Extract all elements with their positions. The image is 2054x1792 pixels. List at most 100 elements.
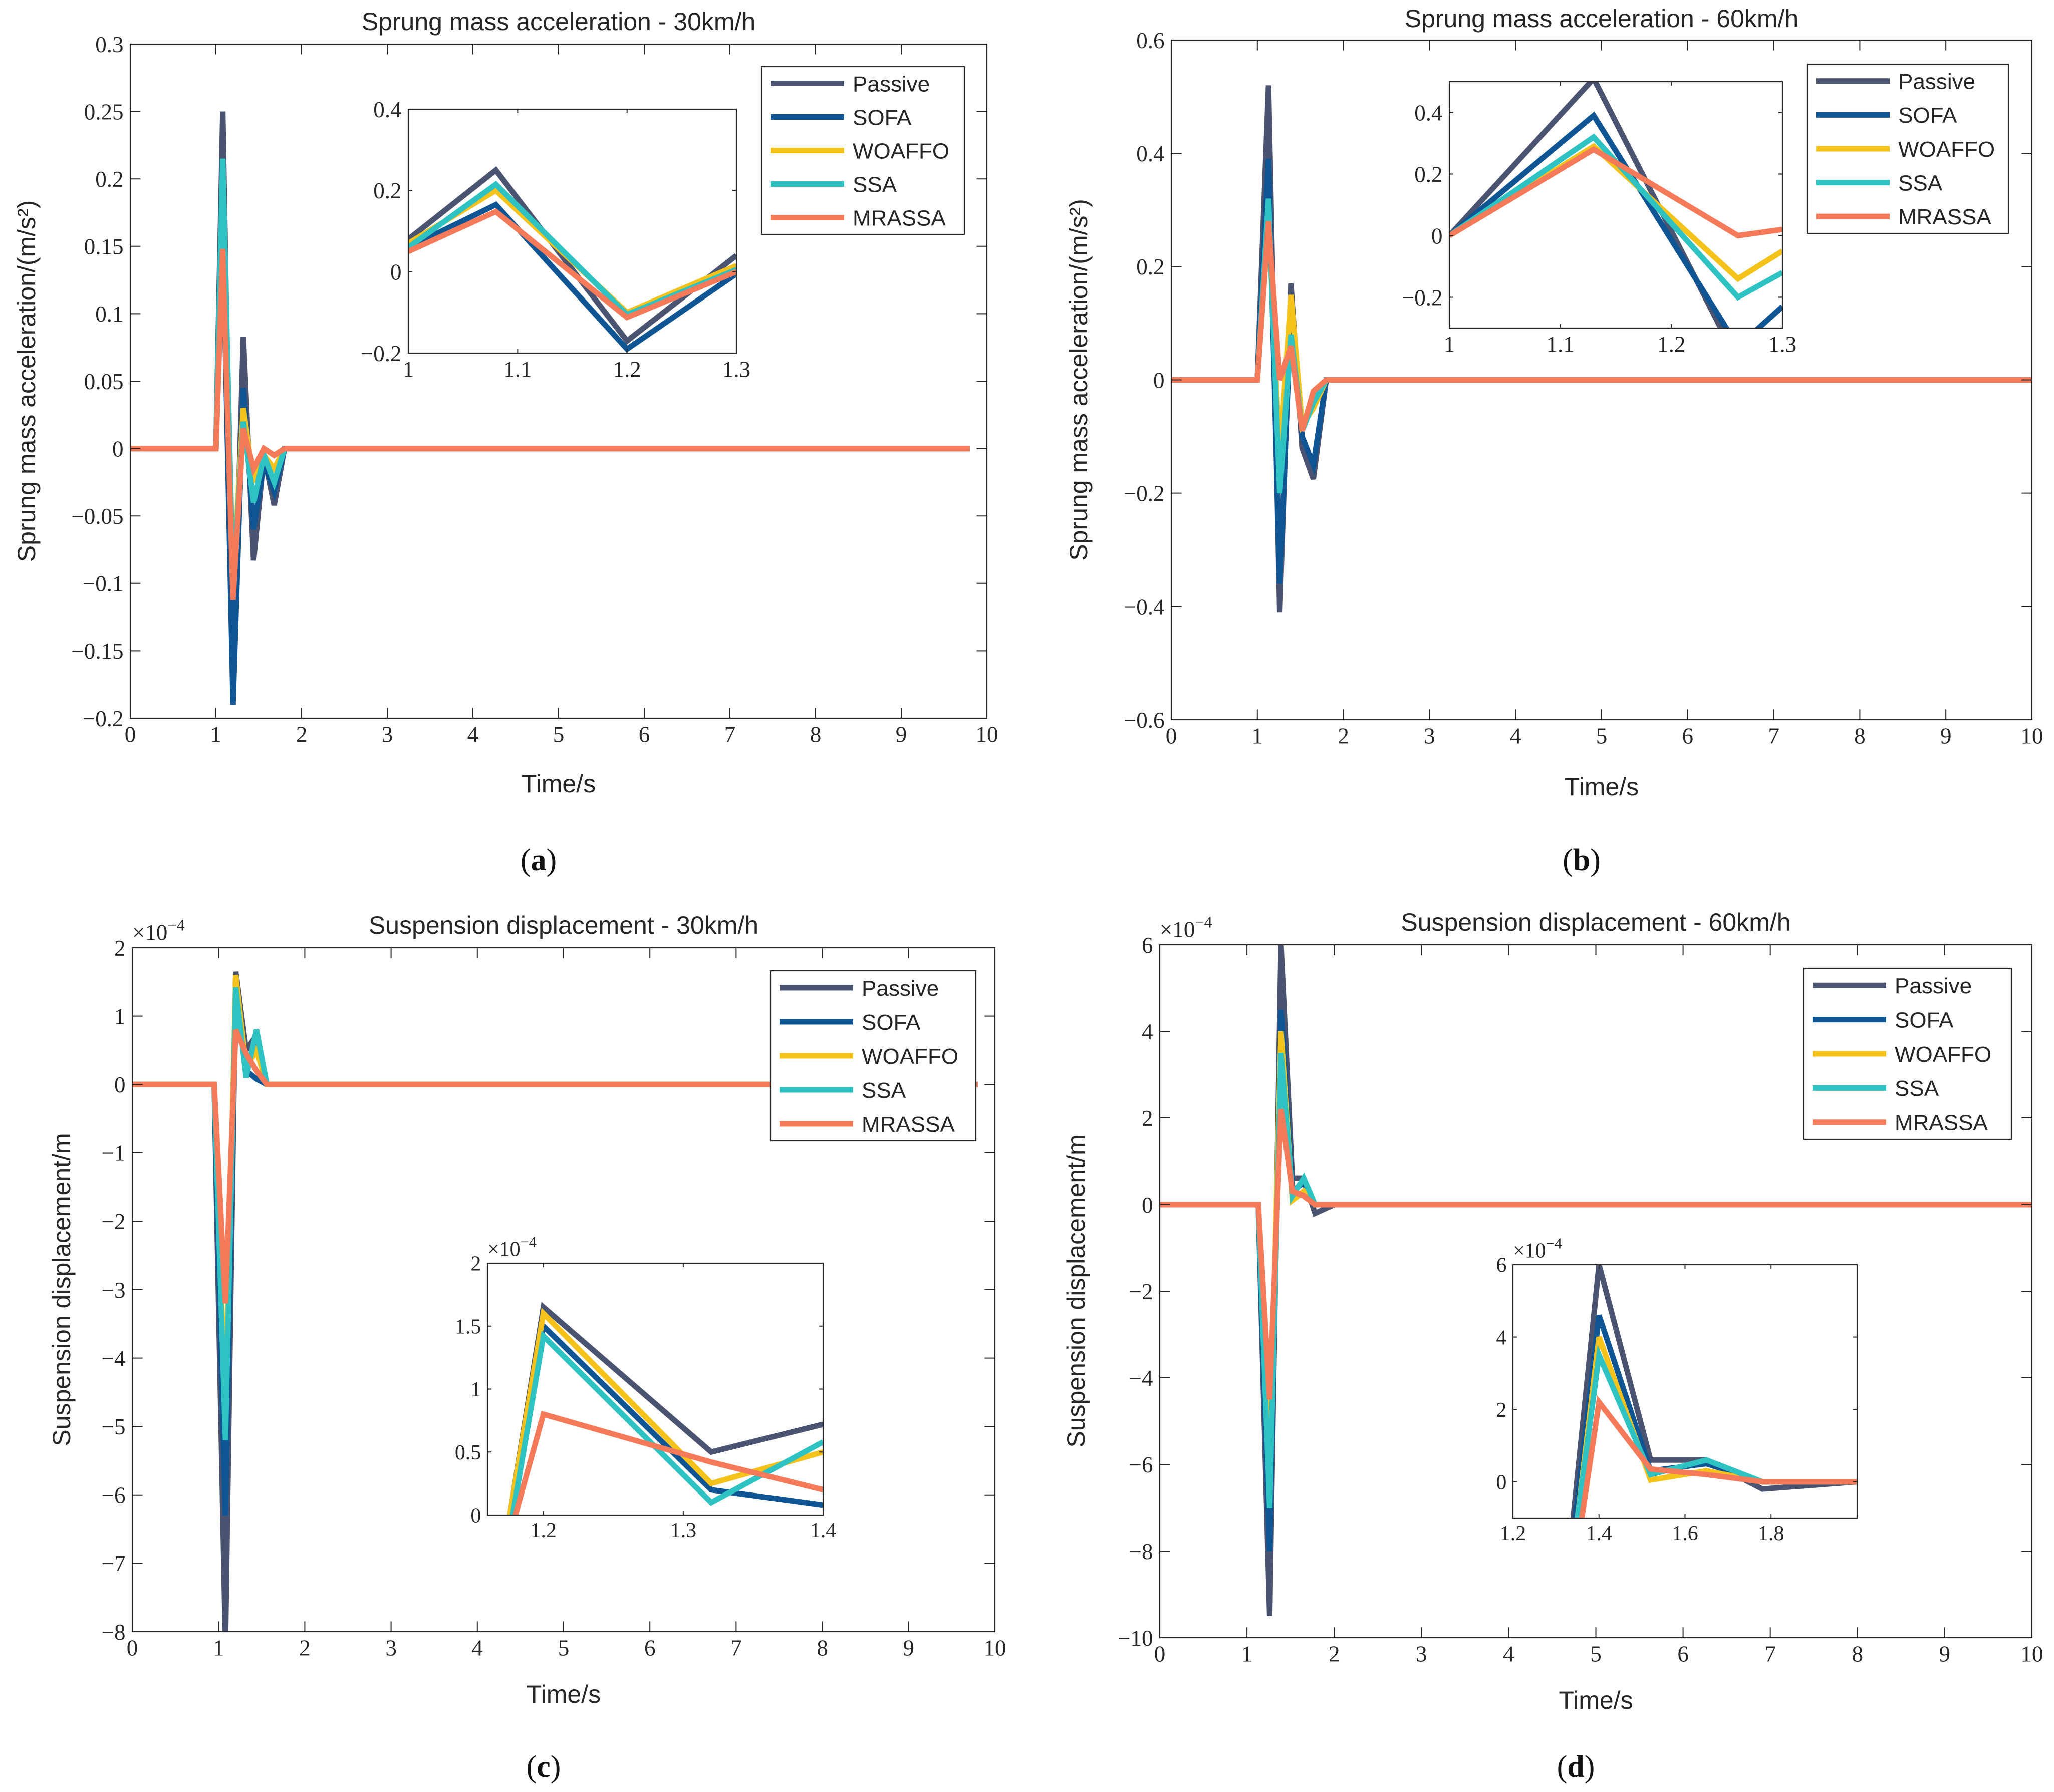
caption-letter: b bbox=[1573, 843, 1590, 877]
inset-b-y-tick-label: 0.2 bbox=[1414, 162, 1442, 187]
inset-a-y-tick-label: −0.2 bbox=[361, 341, 402, 366]
chart-panel-b: 0 1 2 3 4 5 6 7 8 9 10−0.6−0.4−0.200.20.40.6Sprung… bbox=[1065, 5, 2043, 877]
main-b-x-tick-label: 7 bbox=[1768, 723, 1779, 748]
main-a-series-line-mrassa bbox=[130, 249, 970, 600]
main-d-y-tick-label: 2 bbox=[1142, 1106, 1153, 1131]
caption-letter: a bbox=[531, 843, 547, 877]
inset-b-y-tick-label: 0.4 bbox=[1414, 100, 1442, 125]
inset-a-series-group bbox=[408, 166, 736, 353]
main-d-exponent-base: ×10 bbox=[1160, 917, 1195, 942]
legend-label-sofa: SOFA bbox=[853, 105, 912, 130]
caption-open-paren: ( bbox=[1557, 1750, 1568, 1784]
main-c-exponent-power: −4 bbox=[167, 916, 184, 934]
main-d-y-tick-label: 0 bbox=[1142, 1192, 1153, 1218]
main-a-y-tick-label: −0.2 bbox=[83, 706, 124, 731]
main-b-y-tick-label: 0 bbox=[1153, 368, 1165, 393]
main-d-x-tick-label: 4 bbox=[1503, 1641, 1514, 1666]
inset-b-x-tick-label: 1.1 bbox=[1547, 332, 1575, 357]
main-d-y-tick-label: −4 bbox=[1129, 1366, 1153, 1391]
inset-a-series-line-passive bbox=[408, 166, 736, 345]
main-c-x-tick-label: 0 bbox=[127, 1635, 138, 1660]
caption-letter: d bbox=[1567, 1750, 1584, 1784]
main-d-x-tick-label: 8 bbox=[1852, 1641, 1864, 1666]
main-a-x-tick-label: 10 bbox=[976, 722, 998, 747]
inset-c-x-tick-label: 1.4 bbox=[810, 1519, 837, 1542]
main-c-x-tick-label: 9 bbox=[903, 1635, 915, 1660]
inset-d-axis-exponent: ×10−4 bbox=[1513, 1235, 1562, 1263]
inset-c-exponent-base: ×10 bbox=[487, 1238, 521, 1261]
main-c-y-tick-label: 1 bbox=[114, 1004, 126, 1029]
main-d-y-tick-label: −6 bbox=[1129, 1452, 1153, 1477]
main-a-x-tick-label: 3 bbox=[382, 722, 393, 747]
main-b-x-tick-label: 9 bbox=[1940, 723, 1952, 748]
main-b-x-tick-label: 3 bbox=[1424, 723, 1435, 748]
main-d-series-line-mrassa bbox=[1160, 1108, 2032, 1400]
main-b-series-group bbox=[1171, 85, 2032, 613]
legend-label-sofa: SOFA bbox=[862, 1010, 921, 1035]
inset-c-axis-exponent: ×10−4 bbox=[487, 1234, 537, 1261]
caption-open-paren: ( bbox=[1563, 843, 1573, 877]
caption-open-paren: ( bbox=[521, 843, 531, 877]
main-b-x-tick-label: 6 bbox=[1682, 723, 1694, 748]
inset-c-x-tick-label: 1.2 bbox=[530, 1519, 557, 1542]
main-a-y-tick-label: 0.15 bbox=[84, 234, 124, 259]
main-d-y-tick-label: −2 bbox=[1129, 1279, 1153, 1304]
main-c-y-tick-label: −1 bbox=[102, 1141, 126, 1166]
inset-b-series-group bbox=[1449, 82, 1782, 328]
inset-c-y-tick-label: 0 bbox=[470, 1505, 481, 1528]
legend-label-ssa: SSA bbox=[862, 1078, 906, 1103]
inset-a-y-tick-label: 0 bbox=[390, 259, 402, 284]
inset-a-x-tick-label: 1 bbox=[403, 357, 414, 382]
main-c-series-group bbox=[132, 971, 978, 1632]
inset-d-y-tick-label: 0 bbox=[1496, 1471, 1506, 1494]
inset-a-x-tick-label: 1.1 bbox=[503, 357, 532, 382]
main-d-y-tick-label: −8 bbox=[1129, 1539, 1153, 1564]
main-b-x-tick-label: 1 bbox=[1252, 723, 1263, 748]
inset-c-y-tick-label: 1 bbox=[470, 1378, 481, 1401]
main-a-y-tick-label: −0.1 bbox=[83, 571, 124, 596]
legend-label-ssa: SSA bbox=[1895, 1076, 1939, 1101]
inset-a-series-line-mrassa bbox=[408, 208, 736, 321]
x-axis-label: Time/s bbox=[1565, 773, 1639, 801]
inset-c-series-line-ssa bbox=[509, 1330, 823, 1515]
inset-b-x-tick-label: 1.2 bbox=[1657, 332, 1685, 357]
caption-letter: c bbox=[537, 1750, 551, 1784]
main-c-y-tick-label: −8 bbox=[102, 1620, 126, 1645]
main-c-y-tick-label: −6 bbox=[102, 1483, 126, 1508]
legend-label-mrassa: MRASSA bbox=[1898, 205, 1991, 229]
main-b-y-tick-label: 0.6 bbox=[1136, 28, 1164, 53]
main-a-y-tick-label: 0.2 bbox=[95, 167, 123, 192]
main-c-y-tick-label: −2 bbox=[102, 1209, 126, 1234]
main-d-series-group bbox=[1160, 945, 2032, 1616]
main-d-y-tick-label: 6 bbox=[1142, 933, 1153, 958]
inset-d-x-tick-label: 1.2 bbox=[1500, 1522, 1526, 1545]
chart-title: Sprung mass acceleration - 60km/h bbox=[1405, 5, 1799, 33]
main-c-y-tick-label: −3 bbox=[102, 1278, 126, 1303]
main-c-y-tick-label: 0 bbox=[114, 1072, 126, 1097]
legend-label-mrassa: MRASSA bbox=[862, 1112, 955, 1137]
panel-caption: (a) bbox=[521, 843, 557, 877]
main-a-x-tick-label: 2 bbox=[296, 722, 308, 747]
main-c-axis-exponent: ×10−4 bbox=[132, 916, 185, 945]
legend-label-woaffo: WOAFFO bbox=[862, 1044, 958, 1069]
caption-close-paren: ) bbox=[547, 843, 557, 877]
main-a-y-tick-label: 0 bbox=[112, 436, 124, 461]
inset-d-series-line-mrassa bbox=[1579, 1395, 1857, 1518]
main-c-x-tick-label: 5 bbox=[558, 1635, 570, 1660]
inset-d-exponent-base: ×10 bbox=[1513, 1239, 1546, 1262]
inset-b-x-tick-label: 1 bbox=[1444, 332, 1455, 357]
main-b-y-tick-label: 0.2 bbox=[1136, 254, 1164, 279]
x-axis-label: Time/s bbox=[522, 770, 596, 798]
inset-c-y-tick-label: 1.5 bbox=[455, 1315, 481, 1338]
inset-b-series-line-ssa bbox=[1449, 133, 1782, 301]
main-b-x-tick-label: 10 bbox=[2021, 723, 2043, 748]
main-c-x-tick-label: 1 bbox=[213, 1635, 224, 1660]
main-a-y-tick-label: 0.3 bbox=[95, 32, 123, 57]
inset-d-y-tick-label: 6 bbox=[1496, 1254, 1506, 1277]
legend-label-woaffo: WOAFFO bbox=[1895, 1042, 1991, 1067]
inset-c-exponent-power: −4 bbox=[521, 1234, 537, 1251]
inset-a-axes-frame bbox=[407, 108, 737, 354]
main-a-y-tick-label: 0.05 bbox=[84, 369, 124, 394]
